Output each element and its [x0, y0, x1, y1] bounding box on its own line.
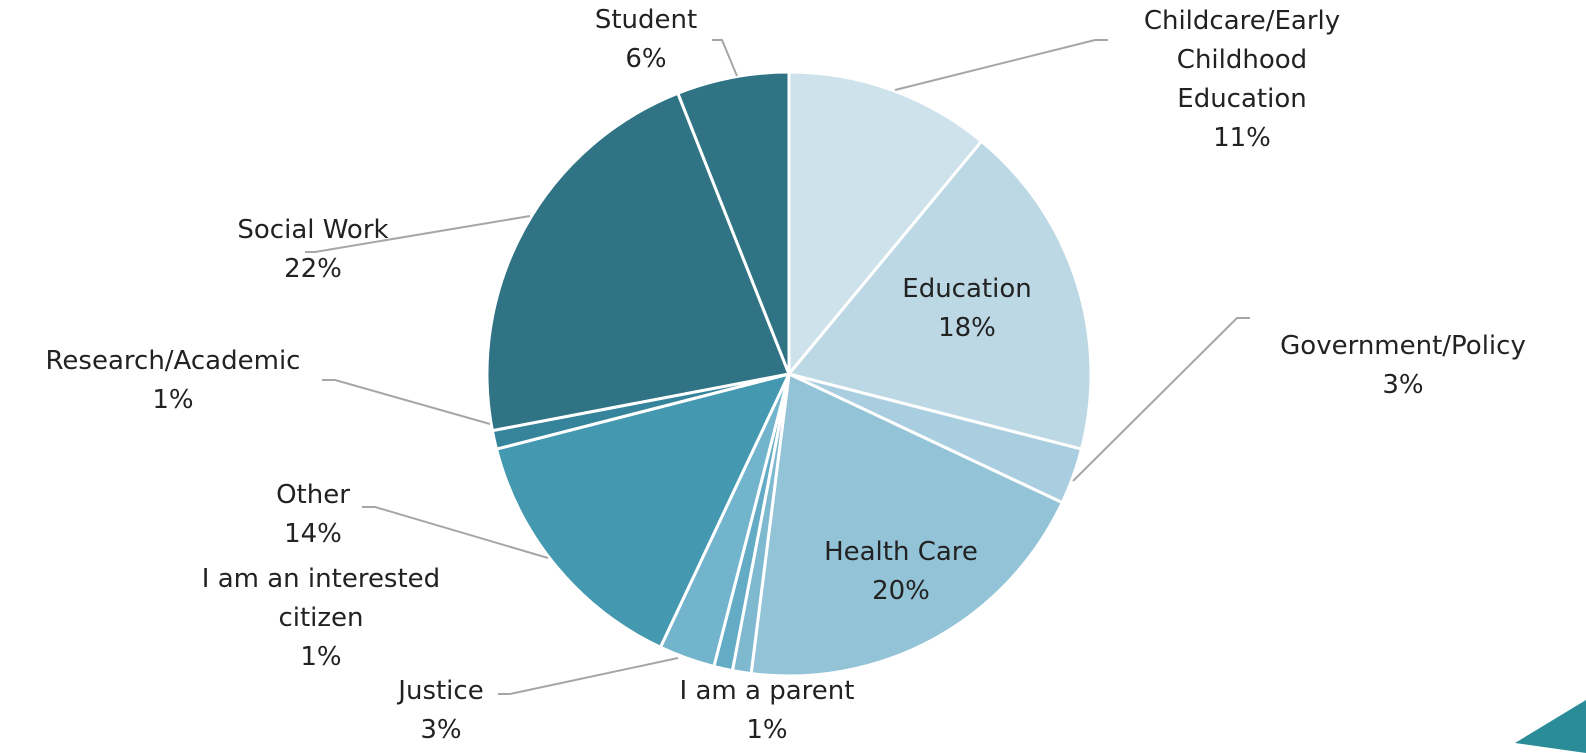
corner-decoration — [1515, 700, 1586, 753]
slice-value-label: 14% — [284, 519, 342, 549]
pie-slice — [749, 371, 1065, 678]
slice-label: Social Work — [237, 215, 389, 245]
slice-value-label: 1% — [746, 715, 788, 745]
slice-label: Childcare/Early Childhood Education — [1143, 6, 1341, 114]
slice-label: Student — [594, 5, 698, 35]
slice-label: Health Care — [824, 537, 978, 567]
slice-label: Research/Academic — [45, 346, 301, 376]
pie-slice — [675, 70, 791, 375]
leader-line — [1072, 317, 1250, 482]
leader-line — [362, 506, 549, 559]
slice-value-label: 1% — [152, 385, 194, 415]
leader-line — [894, 39, 1108, 91]
slice-label: Education — [902, 274, 1032, 304]
slice-value-label: 20% — [872, 576, 930, 606]
slice-label: I am an interested citizen — [201, 564, 441, 633]
slice-value-label: 11% — [1213, 123, 1271, 153]
pie-slice — [494, 371, 792, 650]
leader-line — [322, 379, 491, 425]
slice-value-label: 18% — [938, 313, 996, 343]
slice-label: I am a parent — [679, 676, 855, 706]
leader-line — [498, 657, 679, 695]
slice-label: Justice — [398, 676, 484, 706]
slice-label: Other — [276, 480, 350, 510]
slice-value-label: 1% — [300, 642, 342, 672]
slice-label: Government/Policy — [1280, 331, 1526, 361]
slice-value-label: 6% — [625, 44, 667, 74]
slice-value-label: 3% — [420, 715, 462, 745]
slice-value-label: 3% — [1382, 370, 1424, 400]
leader-line — [712, 39, 738, 77]
pie-slice — [787, 70, 984, 379]
leader-line — [305, 215, 531, 253]
pie-slice — [786, 139, 1093, 451]
pie-slice — [485, 91, 792, 433]
slice-value-label: 22% — [284, 254, 342, 284]
